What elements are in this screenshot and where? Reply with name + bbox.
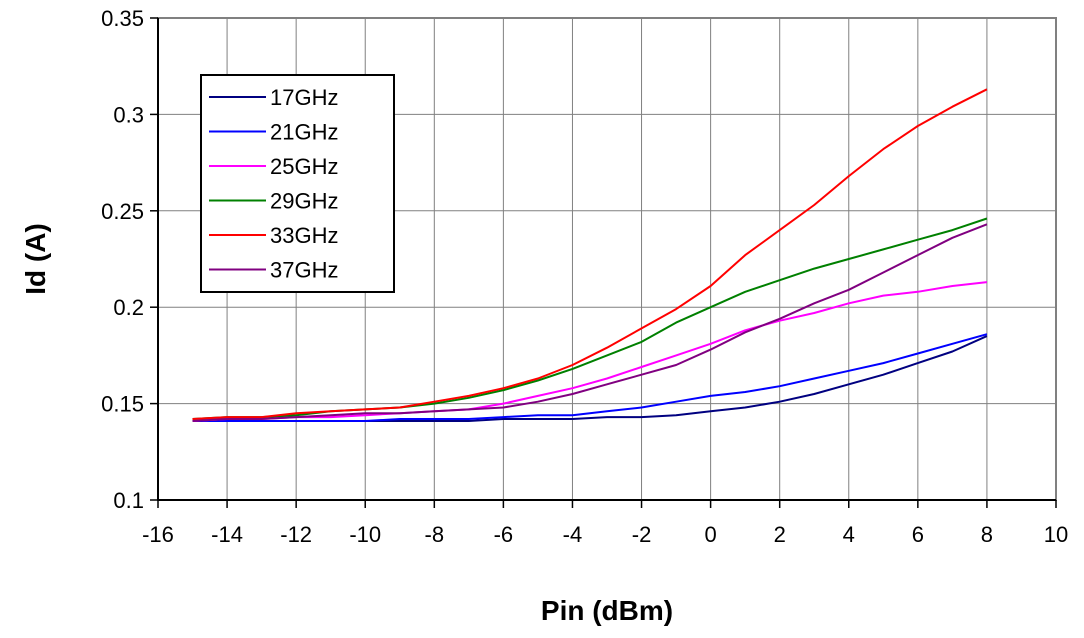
x-tick-label: 10 xyxy=(1044,522,1068,547)
x-tick-label: -4 xyxy=(563,522,583,547)
legend-label-37ghz: 37GHz xyxy=(270,258,338,283)
x-tick-label: -10 xyxy=(349,522,381,547)
series-line-25ghz xyxy=(192,281,988,422)
y-tick-label: 0.35 xyxy=(101,6,144,31)
axes: -16 -14 -12 -10 -8 -6 -4 -2 0 2 4 6 8 10 0.1 0.15 0.2 0.2… xyxy=(101,6,1068,547)
x-tick-label: 2 xyxy=(774,522,786,547)
series-group xyxy=(192,88,988,422)
y-tick-label: 0.1 xyxy=(113,488,144,513)
x-tick-label: 4 xyxy=(843,522,855,547)
legend-label-33ghz: 33GHz xyxy=(270,223,338,248)
x-axis-title: Pin (dBm) xyxy=(541,595,673,626)
x-tick-label: -8 xyxy=(425,522,445,547)
x-tick-label: -16 xyxy=(142,522,174,547)
y-tick-label: 0.25 xyxy=(101,199,144,224)
y-tick-label: 0.3 xyxy=(113,102,144,127)
x-tick-label: -2 xyxy=(632,522,652,547)
legend-label-29ghz: 29GHz xyxy=(270,189,338,214)
legend-label-21ghz: 21GHz xyxy=(270,120,338,145)
x-tick-label: -6 xyxy=(494,522,514,547)
series-line-37ghz xyxy=(192,223,988,422)
legend: 17GHz 21GHz 25GHz 29GHz 33GHz 37GHz xyxy=(200,74,395,293)
legend-label-17ghz: 17GHz xyxy=(270,85,338,110)
legend-box xyxy=(200,74,395,293)
x-tick-label: 6 xyxy=(912,522,924,547)
y-axis-title: Id (A) xyxy=(20,223,51,295)
y-tick-label: 0.2 xyxy=(113,295,144,320)
series-line-33ghz xyxy=(192,88,988,420)
x-tick-label: 8 xyxy=(981,522,993,547)
x-tick-label: 0 xyxy=(704,522,716,547)
series-line-21ghz xyxy=(192,333,988,422)
legend-label-25ghz: 25GHz xyxy=(270,154,338,179)
x-tick-label: -14 xyxy=(211,522,243,547)
y-tick-label: 0.15 xyxy=(101,392,144,417)
x-tick-label: -12 xyxy=(280,522,312,547)
